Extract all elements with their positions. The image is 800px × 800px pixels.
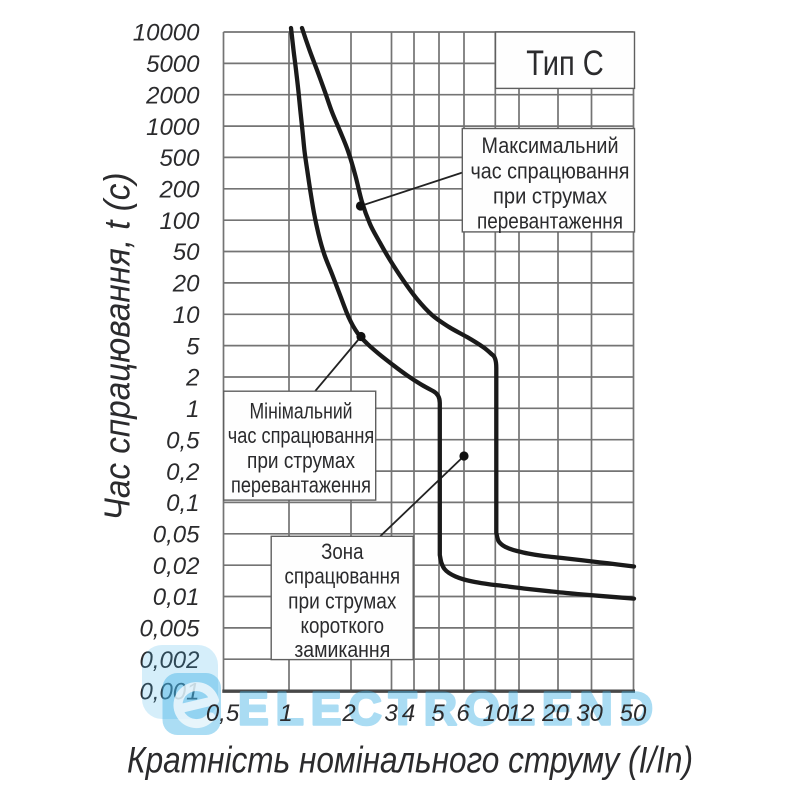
- svg-text:2: 2: [341, 700, 355, 727]
- svg-text:0,5: 0,5: [166, 427, 200, 454]
- svg-text:при струмах: при струмах: [247, 448, 355, 473]
- svg-text:5: 5: [431, 700, 445, 727]
- svg-text:при струмах: при струмах: [493, 184, 607, 209]
- svg-text:перевантаження: перевантаження: [231, 472, 371, 497]
- svg-text:20: 20: [541, 700, 569, 727]
- svg-text:час спрацювання: час спрацювання: [471, 158, 630, 183]
- svg-text:10: 10: [173, 302, 200, 329]
- svg-text:5000: 5000: [146, 51, 200, 78]
- svg-text:20: 20: [172, 271, 200, 298]
- svg-text:замикання: замикання: [294, 637, 390, 662]
- svg-text:короткого: короткого: [301, 613, 385, 638]
- svg-text:1: 1: [279, 700, 292, 727]
- svg-text:Зона: Зона: [321, 539, 364, 564]
- svg-text:0,01: 0,01: [153, 584, 200, 611]
- svg-text:ELECTROLEND: ELECTROLEND: [238, 683, 660, 735]
- svg-text:Максимальний: Максимальний: [482, 133, 619, 158]
- svg-text:3: 3: [384, 700, 398, 727]
- svg-text:200: 200: [158, 177, 200, 204]
- svg-text:10: 10: [483, 700, 510, 727]
- svg-text:перевантаження: перевантаження: [477, 209, 623, 234]
- svg-text:5: 5: [186, 333, 200, 360]
- svg-text:0,1: 0,1: [166, 490, 199, 517]
- svg-text:0,05: 0,05: [153, 522, 200, 549]
- svg-text:100: 100: [159, 208, 200, 235]
- svg-text:при струмах: при струмах: [288, 588, 396, 613]
- svg-text:30: 30: [576, 700, 603, 727]
- svg-text:10000: 10000: [133, 20, 200, 47]
- svg-text:500: 500: [159, 145, 200, 172]
- svg-text:50: 50: [620, 700, 647, 727]
- svg-text:0,5: 0,5: [206, 700, 240, 727]
- svg-text:Тип С: Тип С: [526, 44, 604, 83]
- svg-text:0,02: 0,02: [153, 553, 200, 580]
- svg-text:2000: 2000: [145, 82, 200, 109]
- svg-text:Час спрацювання, t (с): Час спрацювання, t (с): [97, 173, 138, 521]
- svg-text:0,2: 0,2: [166, 459, 199, 486]
- svg-text:час спрацювання: час спрацювання: [228, 423, 375, 448]
- svg-text:0,002: 0,002: [139, 647, 199, 674]
- svg-text:1: 1: [186, 396, 199, 423]
- svg-text:12: 12: [508, 700, 535, 727]
- svg-text:4: 4: [402, 700, 415, 727]
- svg-text:2: 2: [185, 365, 199, 392]
- svg-text:0,005: 0,005: [139, 616, 200, 643]
- svg-text:Кратність номінального струму: Кратність номінального струму (I/In): [127, 740, 693, 781]
- svg-text:1000: 1000: [146, 114, 200, 141]
- svg-text:50: 50: [173, 239, 200, 266]
- svg-text:спрацювання: спрацювання: [285, 564, 401, 589]
- svg-text:Мінімальний: Мінімальний: [250, 399, 353, 424]
- svg-text:6: 6: [456, 700, 470, 727]
